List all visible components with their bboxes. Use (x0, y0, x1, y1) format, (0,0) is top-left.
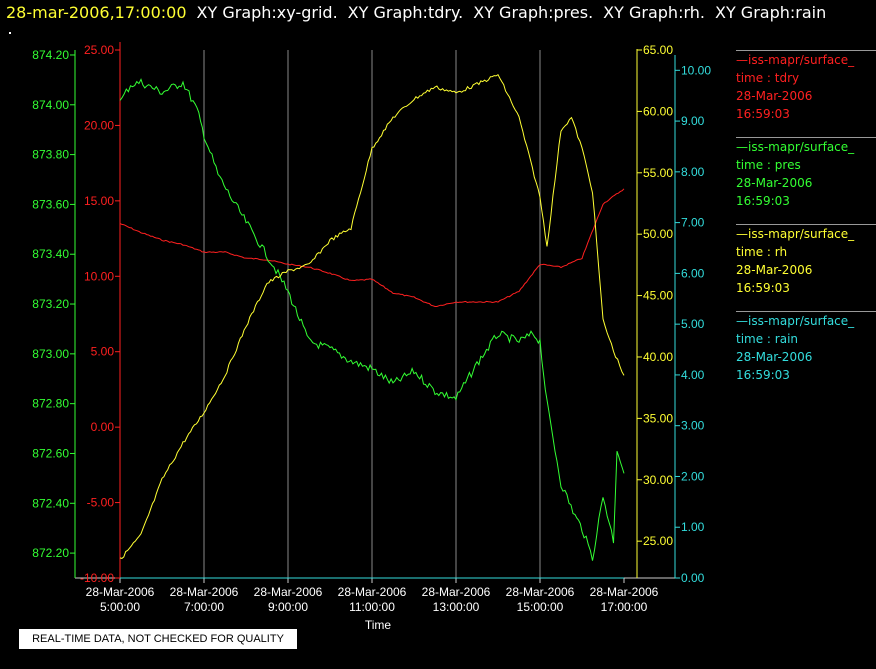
x-tick-label-time: 15:00:00 (517, 600, 564, 614)
x-tick-label-date: 28-Mar-2006 (86, 585, 155, 599)
legend-source: —iss-mapr/surface_ (736, 227, 855, 241)
legend-source: —iss-mapr/surface_ (736, 314, 855, 328)
title-bar: 28-mar-2006,17:00:00 XY Graph:xy-grid. XY … (0, 0, 876, 26)
pres-tick-label: 873.60 (32, 197, 69, 211)
legend-var: time : tdry (736, 71, 800, 85)
legend-date: 28-Mar-2006 (736, 350, 813, 364)
legend-date: 28-Mar-2006 (736, 176, 813, 190)
title-graph-xy-grid: XY Graph:xy-grid. (196, 3, 338, 22)
pres-tick-label: 873.80 (32, 148, 69, 162)
rh-tick-label: 50.00 (643, 227, 673, 241)
tdry-tick-label: 5.00 (91, 345, 115, 359)
x-tick-label-time: 5:00:00 (100, 600, 140, 614)
x-axis-label: Time (365, 618, 392, 632)
legend-var: time : pres (736, 158, 801, 172)
legend-time: 16:59:03 (736, 281, 790, 295)
rh-tick-label: 25.00 (643, 534, 673, 548)
rain-tick-label: 4.00 (681, 368, 705, 382)
grid-lines (203, 50, 541, 578)
marker-dot (9, 32, 11, 34)
rh-tick-label: 30.00 (643, 473, 673, 487)
legend-date: 28-Mar-2006 (736, 89, 813, 103)
x-tick-label-date: 28-Mar-2006 (506, 585, 575, 599)
title-graph-rh: XY Graph:rh. (603, 3, 705, 22)
series-pres (119, 78, 625, 561)
legend-source: —iss-mapr/surface_ (736, 53, 855, 67)
legend: —iss-mapr/surface_ time : tdry 28-Mar-20… (736, 50, 876, 398)
pres-tick-label: 873.00 (32, 347, 69, 361)
x-tick-label-time: 7:00:00 (184, 600, 224, 614)
series-rh (119, 73, 625, 559)
legend-date: 28-Mar-2006 (736, 263, 813, 277)
rain-tick-label: 2.00 (681, 469, 705, 483)
pres-tick-label: 874.20 (32, 48, 69, 62)
x-tick-label-date: 28-Mar-2006 (254, 585, 323, 599)
title-graph-tdry: XY Graph:tdry. (347, 3, 464, 22)
legend-entry-rh: —iss-mapr/surface_ time : rh 28-Mar-2006… (736, 224, 876, 297)
legend-time: 16:59:03 (736, 194, 790, 208)
tdry-tick-label: 0.00 (91, 420, 115, 434)
series-lines (119, 73, 625, 579)
rain-tick-label: 1.00 (681, 520, 705, 534)
axes (70, 42, 680, 583)
rh-tick-label: 55.00 (643, 166, 673, 180)
rain-tick-label: 8.00 (681, 165, 705, 179)
rh-tick-label: 35.00 (643, 411, 673, 425)
rh-tick-label: 60.00 (643, 104, 673, 118)
pres-tick-label: 872.60 (32, 446, 69, 460)
rain-tick-label: 0.00 (681, 571, 705, 585)
quality-notice: REAL-TIME DATA, NOT CHECKED FOR QUALITY (19, 629, 297, 649)
tdry-tick-label: -10.00 (80, 571, 114, 585)
x-tick-label-date: 28-Mar-2006 (590, 585, 659, 599)
legend-var: time : rain (736, 332, 799, 346)
rain-tick-label: 6.00 (681, 266, 705, 280)
x-tick-label-date: 28-Mar-2006 (170, 585, 239, 599)
legend-time: 16:59:03 (736, 107, 790, 121)
legend-var: time : rh (736, 245, 788, 259)
tdry-tick-label: -5.00 (87, 496, 115, 510)
series-tdry (119, 188, 625, 307)
rh-tick-label: 65.00 (643, 43, 673, 57)
title-graph-rain: XY Graph:rain (714, 3, 827, 22)
tdry-tick-label: 25.00 (84, 43, 114, 57)
pres-tick-label: 873.20 (32, 297, 69, 311)
rain-tick-label: 5.00 (681, 317, 705, 331)
x-tick-label-date: 28-Mar-2006 (338, 585, 407, 599)
legend-entry-rain: —iss-mapr/surface_ time : rain 28-Mar-20… (736, 311, 876, 384)
title-graph-pres: XY Graph:pres. (473, 3, 594, 22)
x-tick-label-time: 13:00:00 (433, 600, 480, 614)
x-tick-label-time: 11:00:00 (349, 600, 395, 614)
legend-entry-pres: —iss-mapr/surface_ time : pres 28-Mar-20… (736, 137, 876, 210)
pres-tick-label: 872.80 (32, 397, 69, 411)
x-tick-label-time: 17:00:00 (601, 600, 648, 614)
legend-source: —iss-mapr/surface_ (736, 140, 855, 154)
rh-tick-label: 40.00 (643, 350, 673, 364)
rh-tick-label: 45.00 (643, 289, 673, 303)
title-datetime: 28-mar-2006,17:00:00 (6, 3, 187, 22)
tdry-tick-label: 10.00 (84, 269, 114, 283)
rain-tick-label: 3.00 (681, 419, 705, 433)
legend-time: 16:59:03 (736, 368, 790, 382)
pres-tick-label: 874.00 (32, 98, 69, 112)
tdry-tick-label: 20.00 (84, 118, 114, 132)
x-tick-label-date: 28-Mar-2006 (422, 585, 491, 599)
legend-entry-tdry: —iss-mapr/surface_ time : tdry 28-Mar-20… (736, 50, 876, 123)
pres-tick-label: 872.20 (32, 546, 69, 560)
rain-tick-label: 7.00 (681, 216, 705, 230)
rain-tick-label: 9.00 (681, 114, 705, 128)
tdry-tick-label: 15.00 (84, 194, 114, 208)
pres-tick-label: 872.40 (32, 496, 69, 510)
pres-tick-label: 873.40 (32, 247, 69, 261)
tick-labels: 874.20 874.00 873.80 873.60 873.40 873.20 873.… (32, 43, 711, 585)
x-tick-label-time: 9:00:00 (268, 600, 308, 614)
rain-tick-label: 10.00 (681, 63, 711, 77)
x-tick-labels: 28-Mar-20065:00:0028-Mar-20067:00:0028-M… (86, 585, 659, 614)
